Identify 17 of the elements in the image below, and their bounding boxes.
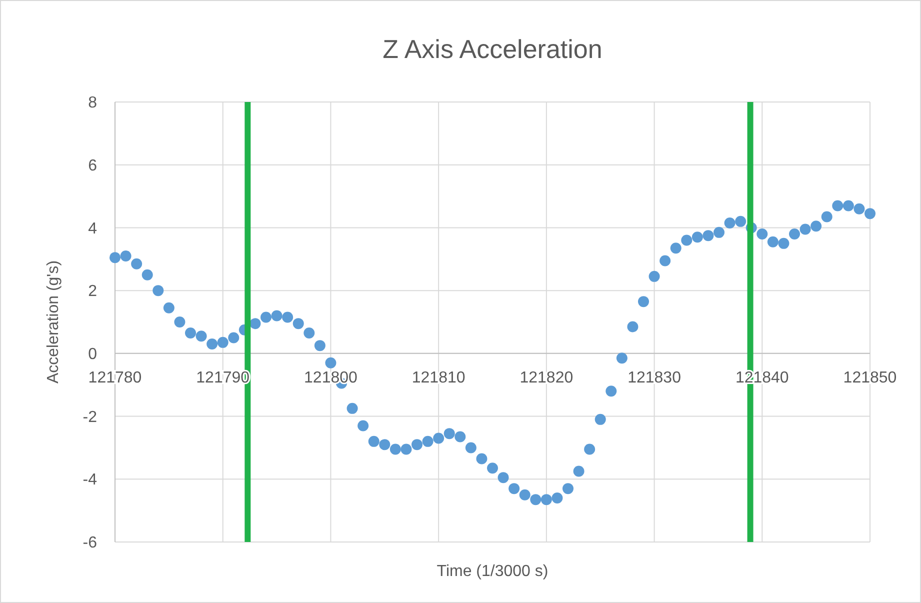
- y-tick-label: 4: [88, 220, 98, 238]
- chart-title: Z Axis Acceleration: [382, 34, 602, 64]
- x-tick-label: 121800: [304, 369, 358, 386]
- x-axis-title: Time (1/3000 s): [436, 563, 548, 580]
- y-tick-label: -4: [82, 472, 98, 489]
- x-tick-label: 121780: [88, 369, 142, 386]
- x-tick-label: 121850: [843, 369, 897, 386]
- x-tick-label: 121810: [412, 369, 466, 386]
- y-tick-label: 8: [88, 94, 98, 112]
- y-tick-label: -6: [82, 534, 98, 552]
- y-axis-title: Acceleration (g's): [45, 260, 62, 384]
- y-tick-label: -2: [82, 408, 98, 426]
- x-tick-label: 121820: [520, 369, 574, 386]
- x-tick-label: 121830: [628, 369, 682, 386]
- y-tick-label: 6: [88, 157, 98, 174]
- y-tick-label: 0: [88, 346, 98, 364]
- y-tick-label: 2: [88, 283, 98, 300]
